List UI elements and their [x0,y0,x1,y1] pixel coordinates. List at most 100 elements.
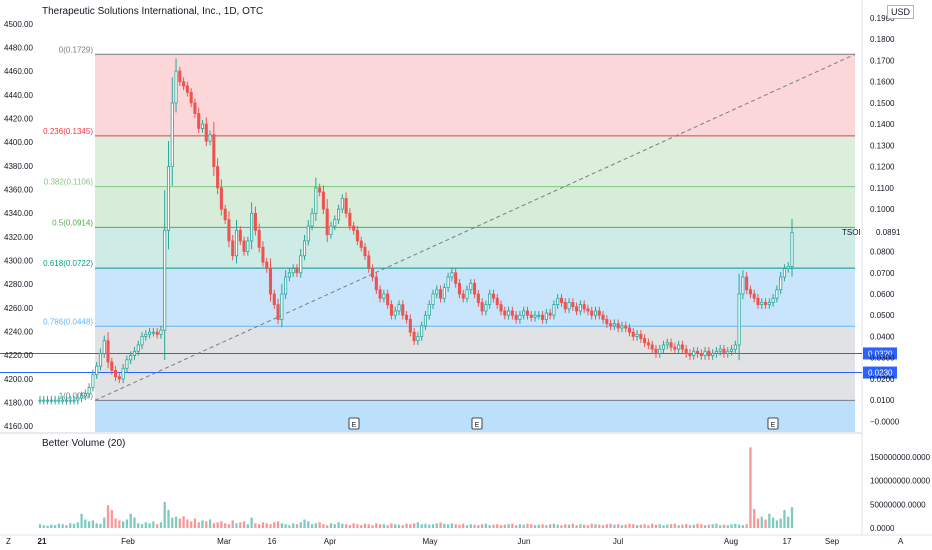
left-axis-tick-label: 4420.00 [4,115,33,124]
volume-bar [435,523,438,528]
volume-bar [715,523,718,528]
volume-bar [65,525,68,528]
volume-bar [295,524,299,528]
volume-bar [549,524,552,528]
volume-bar [220,521,223,528]
candle-body [525,310,530,316]
candle-body [238,229,242,242]
candle-body [46,399,50,402]
volume-bar [409,524,412,528]
last-price-label: 0.0891 [876,228,901,237]
earnings-marker-label: E [352,422,357,429]
volume-bar [122,521,125,528]
right-axis-tick-label: 0.1600 [870,78,895,87]
volume-bar [171,517,174,528]
volume-bar [337,522,340,528]
volume-bar [167,509,170,528]
candle-body [669,342,673,348]
candle-body [340,198,344,210]
volume-bar [764,519,767,528]
candle-body [639,333,643,339]
candle-body [650,344,654,350]
currency-label[interactable]: USD [887,5,915,19]
volume-bar [560,525,563,528]
volume-bar [118,520,121,528]
candle-body [612,323,616,327]
volume-bar [469,524,472,528]
volume-bar [276,521,280,528]
volume-bar [707,524,710,528]
volume-bar [333,524,336,528]
candle-body [439,289,443,299]
volume-bar [303,519,306,528]
volume-bar [235,523,238,528]
volume-bar [692,524,695,528]
volume-bar [367,524,370,528]
fib-level-label: 0(0.1729) [59,45,94,54]
candle-body [559,297,564,303]
right-axis-tick-label: 0.1700 [870,56,895,65]
candle-body [344,198,348,214]
candle-body [148,331,152,335]
volume-bar [628,523,631,528]
volume-bar [666,524,669,528]
candle-body [654,348,658,354]
candle-body [522,310,526,316]
candle-body [287,272,291,278]
volume-bar [106,505,110,528]
volume-bar [688,525,692,528]
volume-bar [201,520,204,528]
x-axis-tick-label: Aug [724,537,738,546]
right-axis-tick-label: 0.0400 [870,332,895,341]
candle-body [299,255,303,274]
x-axis-tick-label: 17 [783,537,792,546]
candle-body [38,399,42,402]
candle-body [730,348,734,352]
volume-bar [662,525,665,528]
candle-body [703,350,707,356]
trend-line [94,53,856,401]
volume-bar [348,525,352,528]
candle-body [507,310,511,316]
volume-bar [454,524,457,528]
volume-bar [726,525,729,528]
candle-body [246,240,250,252]
candle-body [552,304,556,316]
candle-body [544,312,548,320]
volume-bar [609,523,612,528]
candle-body [771,297,775,303]
candle-body [314,187,318,214]
candle-body [382,293,386,299]
right-axis-tick-label: 0.0800 [870,248,895,257]
candle-body [371,268,375,278]
candle-body [680,344,684,350]
candle-body [752,293,756,299]
volume-bar [326,525,329,528]
volume-bar [753,509,756,528]
x-axis-tick-label: 21 [38,537,47,546]
left-axis-tick-label: 4320.00 [4,233,33,242]
volume-bar [590,523,593,528]
x-axis-tick-label: Mar [217,537,231,546]
volume-bar [57,523,61,528]
volume-bar [681,524,684,528]
volume-indicator-title[interactable]: Better Volume (20) [42,438,126,449]
candle-body [465,289,469,299]
candle-body [83,393,87,397]
candle-body [446,276,450,289]
candle-body [178,70,182,83]
volume-bar [760,516,763,528]
candle-body [405,314,409,320]
candle-body [408,319,412,333]
candle-body [336,208,341,221]
volume-bar [273,522,276,528]
candle-body [578,304,582,312]
volume-bar [299,522,302,528]
candle-body [159,329,163,335]
volume-bar [583,524,586,528]
volume-bar [378,524,382,528]
candle-body [533,314,537,318]
volume-bar [125,519,129,528]
volume-bar [420,524,423,528]
